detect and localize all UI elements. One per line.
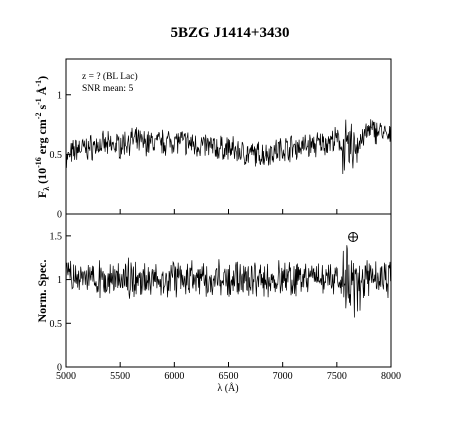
normalized-panel: 0 0.5 1 1.5 5000 5500 6000 6500 7000 7500 8000 No… bbox=[35, 213, 401, 394]
flux-series-line bbox=[65, 119, 392, 175]
x-tick-label: 5500 bbox=[110, 371, 130, 382]
flux-y-tick-label: 0 bbox=[57, 210, 62, 221]
flux-y-tick-label: 0.5 bbox=[50, 150, 63, 161]
x-tick-label: 7500 bbox=[327, 371, 347, 382]
normalized-panel-frame bbox=[65, 213, 392, 368]
normalized-y-ticks: 0 0.5 1 1.5 bbox=[50, 231, 71, 374]
x-tick-label: 8000 bbox=[381, 371, 401, 382]
flux-panel-frame bbox=[65, 58, 392, 215]
flux-y-tick-label: 1 bbox=[57, 90, 62, 101]
normalized-y-axis-label: Norm. Spec. bbox=[35, 260, 49, 323]
annotation-redshift: z = ? (BL Lac) bbox=[82, 71, 138, 82]
x-tick-label: 5000 bbox=[56, 371, 76, 382]
chart-title: 5BZG J1414+3430 bbox=[171, 25, 290, 41]
normalized-y-tick-label: 0.5 bbox=[50, 319, 63, 330]
normalized-y-tick-label: 1.5 bbox=[50, 231, 63, 242]
normalized-x-ticks: 5000 5500 6000 6500 7000 7500 8000 bbox=[56, 362, 401, 382]
x-tick-label: 7000 bbox=[273, 371, 293, 382]
normalized-series-line bbox=[65, 245, 392, 318]
telluric-earth-icon bbox=[348, 232, 359, 242]
x-axis-label: λ (Å) bbox=[217, 382, 238, 394]
annotation-snr: SNR mean: 5 bbox=[82, 84, 133, 94]
x-tick-label: 6500 bbox=[219, 371, 239, 382]
flux-panel: 0 0.5 1 z = ? (BL Lac) SNR mean: 5 Fλ (10-… bbox=[34, 58, 392, 221]
x-tick-label: 6000 bbox=[164, 371, 184, 382]
flux-y-axis-label: Fλ (10-16 erg cm-2 s-1 Å-1) bbox=[34, 76, 51, 198]
flux-x-ticks bbox=[65, 209, 392, 214]
normalized-y-tick-label: 0 bbox=[57, 363, 62, 374]
normalized-y-tick-label: 1 bbox=[57, 275, 62, 286]
